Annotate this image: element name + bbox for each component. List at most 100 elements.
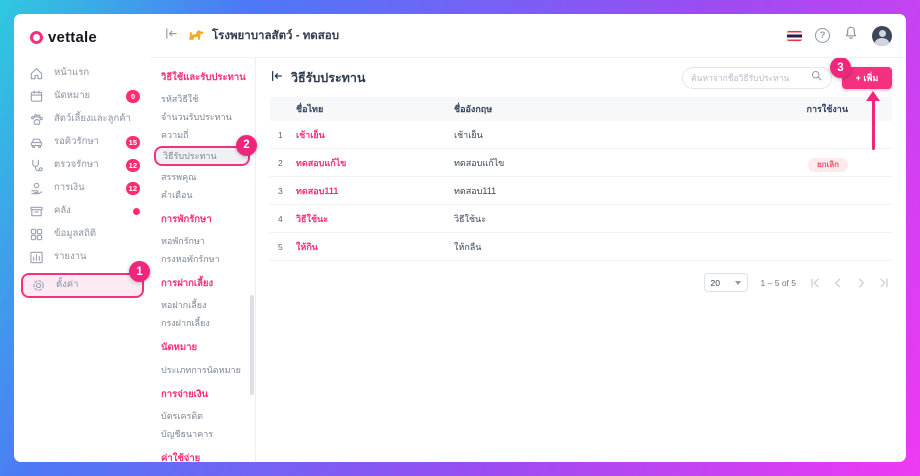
row-english-name: ทดสอบแก้ไข xyxy=(454,157,505,168)
help-icon[interactable]: ? xyxy=(815,28,830,43)
col-thai-name: ชื่อไทย xyxy=(296,104,324,114)
last-page-icon[interactable] xyxy=(878,277,890,289)
row-thai-name[interactable]: เช้าเย็น xyxy=(296,129,325,140)
subnav-item-credit-card[interactable]: บัตรเครดิต xyxy=(161,410,204,421)
row-thai-name[interactable]: ทดสอบแก้ไข xyxy=(296,157,347,168)
row-english-name: วิธีใช้นะ xyxy=(454,213,487,224)
sidebar-item-settings[interactable]: ตั้งค่า 1 xyxy=(21,261,150,298)
vettale-logo: vettale xyxy=(14,14,150,62)
stats-grid-icon xyxy=(29,227,44,242)
col-english-name: ชื่ออังกฤษ xyxy=(454,104,493,114)
row-number: 1 xyxy=(278,129,283,140)
subnav-header-usage-dosage: วิธีใช้และรับประทาน xyxy=(161,72,246,83)
row-english-name: ให้กลืน xyxy=(454,241,482,252)
badge: 12 xyxy=(125,159,140,172)
clinic-name: โรงพยาบาลสัตว์ - ทดสอบ xyxy=(212,29,339,42)
report-chart-icon xyxy=(29,250,44,265)
car-icon xyxy=(29,135,44,150)
topbar: โรงพยาบาลสัตว์ - ทดสอบ ? xyxy=(150,14,906,58)
dog-icon xyxy=(188,26,205,46)
bell-icon[interactable] xyxy=(843,25,859,46)
calendar-icon xyxy=(29,89,44,104)
subnav-item-usage-code[interactable]: รหัสวิธีใช้ xyxy=(161,94,199,105)
page-title: วิธีรับประทาน xyxy=(291,71,366,85)
chevron-down-icon xyxy=(734,280,741,285)
paw-icon xyxy=(29,112,44,127)
search-icon xyxy=(810,69,823,87)
row-english-name: ทดสอบ111 xyxy=(454,185,497,196)
row-number: 2 xyxy=(278,157,283,168)
add-button[interactable]: + เพิ่ม xyxy=(842,67,892,89)
subnav-item-frequency[interactable]: ความถี่ xyxy=(161,130,189,141)
subnav-item-dosage-amount[interactable]: จำนวนรับประทาน xyxy=(161,112,232,123)
row-thai-name[interactable]: ให้กิน xyxy=(296,241,318,252)
notification-dot xyxy=(133,208,140,215)
thai-flag-icon[interactable] xyxy=(787,30,802,41)
collapse-sidebar-icon[interactable] xyxy=(164,26,179,46)
inventory-icon xyxy=(29,204,44,219)
sidebar-item-pets-customers[interactable]: สัตว์เลี้ยงและลูกค้า xyxy=(14,108,150,131)
search-box xyxy=(682,67,832,89)
subnav-item-ward[interactable]: หอพักรักษา xyxy=(161,236,205,247)
subnav-item-warnings[interactable]: คำเตือน xyxy=(161,190,193,201)
vettale-logo-icon xyxy=(30,31,43,44)
badge: 0 xyxy=(126,90,140,103)
sidebar-item-examination[interactable]: ตรวจรักษา 12 xyxy=(14,154,150,177)
gear-icon xyxy=(31,278,46,293)
table-row[interactable]: 5 ให้กิน ให้กลืน xyxy=(270,233,892,261)
subnav-header-expenses: ค่าใช้จ่าย xyxy=(161,452,201,462)
annotation-step-1: 1 xyxy=(129,261,150,282)
sidebar-item-treatment-queue[interactable]: รอคิวรักษา 15 xyxy=(14,131,150,154)
annotation-step-2: 2 xyxy=(236,135,257,157)
home-icon xyxy=(29,66,44,81)
pagination: 20 1 – 5 of 5 xyxy=(270,273,892,292)
user-avatar[interactable] xyxy=(872,25,892,46)
table-header: ชื่อไทย ชื่ออังกฤษ การใช้งาน xyxy=(270,97,892,121)
table-row[interactable]: 4 วิธีใช้นะ วิธีใช้นะ xyxy=(270,205,892,233)
subnav-item-ward-cage[interactable]: กรงหอพักรักษา xyxy=(161,254,220,265)
subnav-item-boarding-ward[interactable]: หอฝากเลี้ยง xyxy=(161,300,207,311)
subnav-item-bank-account[interactable]: บัญชีธนาคาร xyxy=(161,428,214,439)
sidebar-item-reports[interactable]: รายงาน xyxy=(14,246,150,269)
main-content: วิธีรับประทาน + เพิ่ม 3 ชื่อไทย ชื่ออังก… xyxy=(256,57,906,462)
subnav-item-boarding-cage[interactable]: กรงฝากเลี้ยง xyxy=(161,318,210,329)
badge: 12 xyxy=(125,182,140,195)
subnav-header-boarding: การฝากเลี้ยง xyxy=(161,278,214,290)
subnav-scrollbar[interactable] xyxy=(250,295,254,395)
annotation-step-3: 3 xyxy=(830,57,851,78)
first-page-icon[interactable] xyxy=(809,277,821,289)
app-window: vettale หน้าแรก นัดหมาย 0 สัตว์เลี้ยงและ… xyxy=(14,14,906,462)
subnav-item-indications[interactable]: สรรพคุณ xyxy=(161,172,197,183)
col-usage: การใช้งาน xyxy=(806,104,848,114)
row-english-name: เช้าเย็น xyxy=(454,129,483,140)
sidebar-item-inventory[interactable]: คลัง xyxy=(14,200,150,223)
pagination-range: 1 – 5 of 5 xyxy=(760,277,796,288)
sidebar: vettale หน้าแรก นัดหมาย 0 สัตว์เลี้ยงและ… xyxy=(14,14,150,462)
subnav-header-appointments: นัดหมาย xyxy=(161,342,198,354)
subnav-header-hospitalization: การพักรักษา xyxy=(161,214,212,226)
subnav-item-dosage-method[interactable]: วิธีรับประทาน 2 xyxy=(154,135,257,167)
table-row[interactable]: 2 ทดสอบแก้ไข ทดสอบแก้ไข ยกเลิก xyxy=(270,149,892,177)
sidebar-item-home[interactable]: หน้าแรก xyxy=(14,62,150,85)
page-size-select[interactable]: 20 xyxy=(703,273,748,292)
sidebar-item-finance[interactable]: การเงิน 12 xyxy=(14,177,150,200)
subnav-header-payment: การจ่ายเงิน xyxy=(161,388,209,400)
row-number: 4 xyxy=(278,213,283,224)
back-icon[interactable] xyxy=(270,69,284,88)
row-number: 3 xyxy=(278,185,283,196)
logo-text: vettale xyxy=(48,29,97,46)
badge: 15 xyxy=(125,136,140,149)
subnav-item-appointment-types[interactable]: ประเภทการนัดหมาย xyxy=(161,364,241,375)
previous-page-icon[interactable] xyxy=(832,277,844,289)
status-badge: ยกเลิก xyxy=(807,157,848,172)
search-input[interactable] xyxy=(691,73,810,83)
next-page-icon[interactable] xyxy=(855,277,867,289)
table-row[interactable]: 3 ทดสอบ111 ทดสอบ111 xyxy=(270,177,892,205)
settings-subnav: วิธีใช้และรับประทาน รหัสวิธีใช้ จำนวนรับ… xyxy=(150,58,257,462)
row-thai-name[interactable]: ทดสอบ111 xyxy=(296,185,339,196)
sidebar-item-statistics[interactable]: ข้อมูลสถิติ xyxy=(14,223,150,246)
sidebar-item-appointments[interactable]: นัดหมาย 0 xyxy=(14,85,150,108)
row-thai-name[interactable]: วิธีใช้นะ xyxy=(296,213,329,224)
page-header: วิธีรับประทาน + เพิ่ม 3 xyxy=(270,57,892,92)
table-row[interactable]: 1 เช้าเย็น เช้าเย็น xyxy=(270,121,892,149)
